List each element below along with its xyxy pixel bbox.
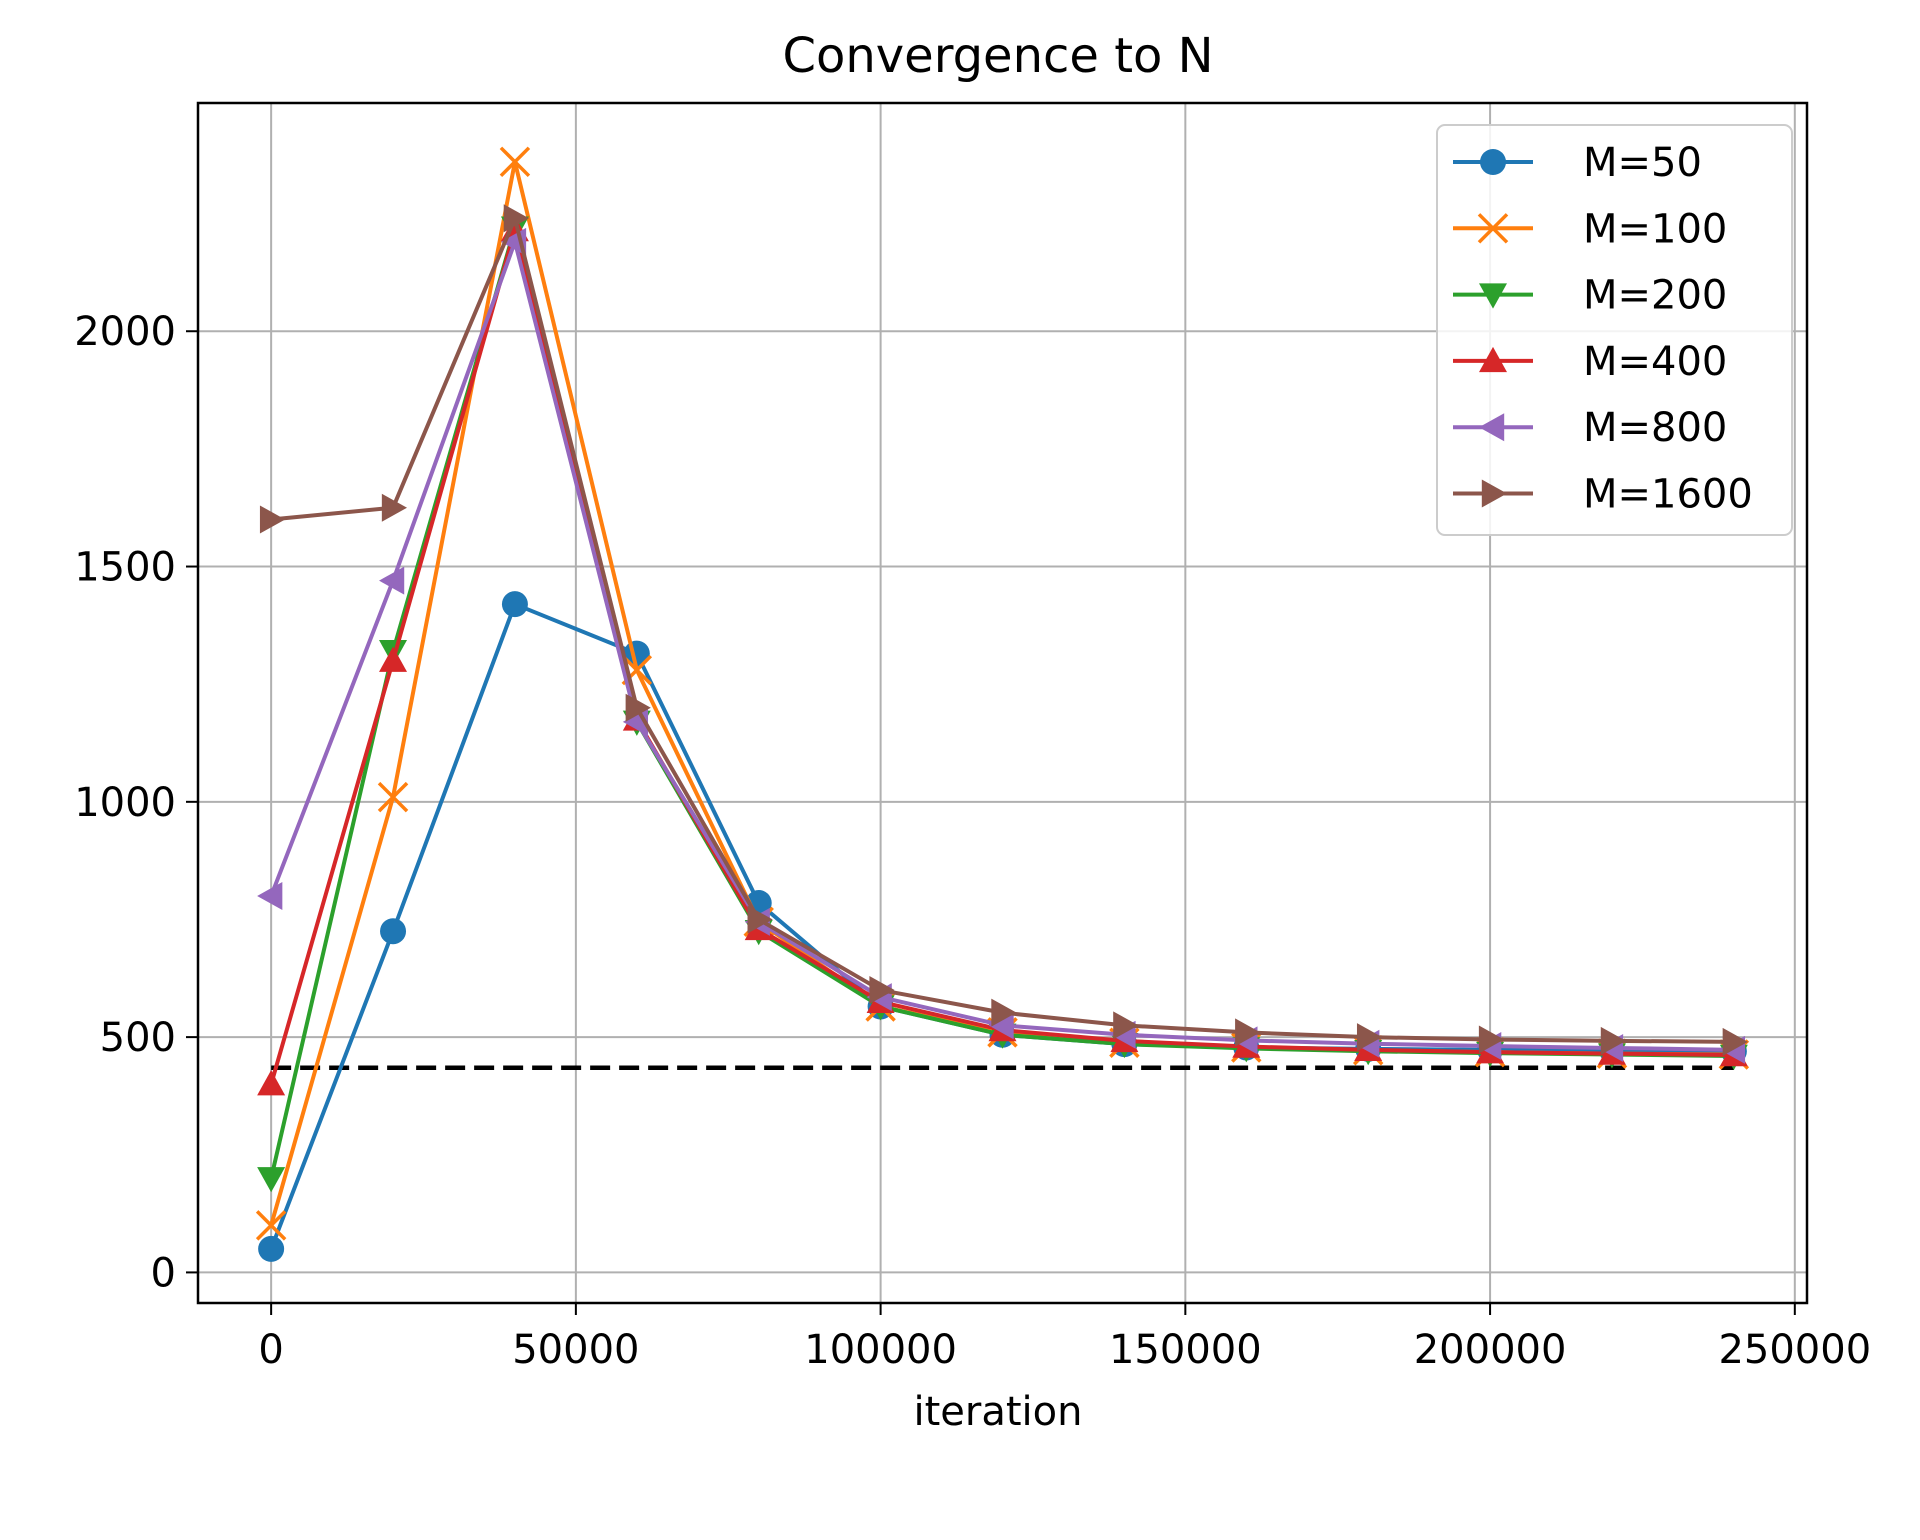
- data-point: [1113, 1011, 1139, 1040]
- x-tick-label: 50000: [512, 1327, 639, 1373]
- data-point: [257, 881, 283, 910]
- legend-label: M=100: [1583, 206, 1727, 252]
- x-tick-label: 0: [258, 1327, 283, 1373]
- legend-label: M=400: [1583, 339, 1727, 385]
- data-point-stroke: [255, 1210, 287, 1241]
- legend-marker: [1480, 149, 1506, 175]
- data-point: [1600, 1026, 1626, 1055]
- x-axis-title: iteration: [914, 1389, 1083, 1435]
- legend-label: M=50: [1583, 140, 1702, 186]
- plot-frame: [196, 101, 1809, 1305]
- data-point: [1235, 1018, 1261, 1047]
- data-point: [499, 146, 531, 178]
- data-point: [379, 646, 408, 672]
- data-point: [381, 493, 408, 522]
- data-point: [258, 1235, 285, 1262]
- data-point: [257, 1070, 286, 1096]
- data-point: [1478, 1025, 1505, 1054]
- data-point: [747, 905, 773, 934]
- data-point: [377, 781, 409, 813]
- data-point: [1356, 1023, 1383, 1052]
- data-point: [503, 204, 529, 233]
- legend-label: M=800: [1583, 405, 1727, 451]
- data-point: [255, 1210, 287, 1241]
- legend-label: M=1600: [1583, 472, 1753, 518]
- y-tick-label: 1000: [74, 780, 176, 826]
- legend-entry: M=1600: [1453, 472, 1753, 518]
- legend-entry: M=400: [1453, 339, 1727, 385]
- data-point: [380, 918, 407, 945]
- x-tick-label: 200000: [1414, 1327, 1567, 1373]
- y-tick-label: 0: [151, 1250, 176, 1296]
- data-point: [259, 505, 286, 534]
- legend-marker-stroke: [1477, 213, 1509, 244]
- legend: M=50 M=100 M=200 M=400 M=800 M=1600: [1436, 124, 1793, 536]
- legend-entry: M=50: [1453, 140, 1702, 186]
- data-point: [869, 976, 895, 1005]
- y-tick-label: 2000: [74, 309, 176, 355]
- legend-marker: [1481, 479, 1507, 508]
- legend-entry: M=200: [1453, 273, 1727, 319]
- x-tick-label: 250000: [1718, 1327, 1871, 1373]
- legend-label: M=200: [1583, 273, 1727, 319]
- series-group: [255, 146, 1750, 1262]
- data-point: [625, 693, 651, 722]
- ticks: 0 50000 100000 150000 200000 250000 0 500 1000 15…: [74, 309, 1871, 1373]
- data-point: [501, 591, 528, 618]
- data-point: [1722, 1027, 1748, 1056]
- data-point: [988, 1011, 1014, 1040]
- legend-marker: [1479, 413, 1505, 442]
- legend-marker: [1477, 213, 1509, 244]
- data-point-stroke: [377, 781, 409, 813]
- chart-title: Convergence to N: [782, 28, 1213, 84]
- legend-entry: M=800: [1453, 405, 1727, 451]
- legend-marker: [1479, 283, 1507, 309]
- x-tick-label: 150000: [1109, 1327, 1262, 1373]
- legend-marker: [1479, 346, 1507, 373]
- data-point-stroke: [499, 146, 531, 178]
- data-point: [379, 566, 405, 595]
- y-tick-label: 500: [100, 1015, 176, 1061]
- data-point: [257, 1167, 286, 1193]
- data-point: [991, 998, 1017, 1027]
- x-tick-label: 100000: [804, 1327, 957, 1373]
- legend-entry: M=100: [1453, 206, 1727, 252]
- y-tick-label: 1500: [74, 545, 176, 591]
- series-M=1600: [259, 204, 1748, 1056]
